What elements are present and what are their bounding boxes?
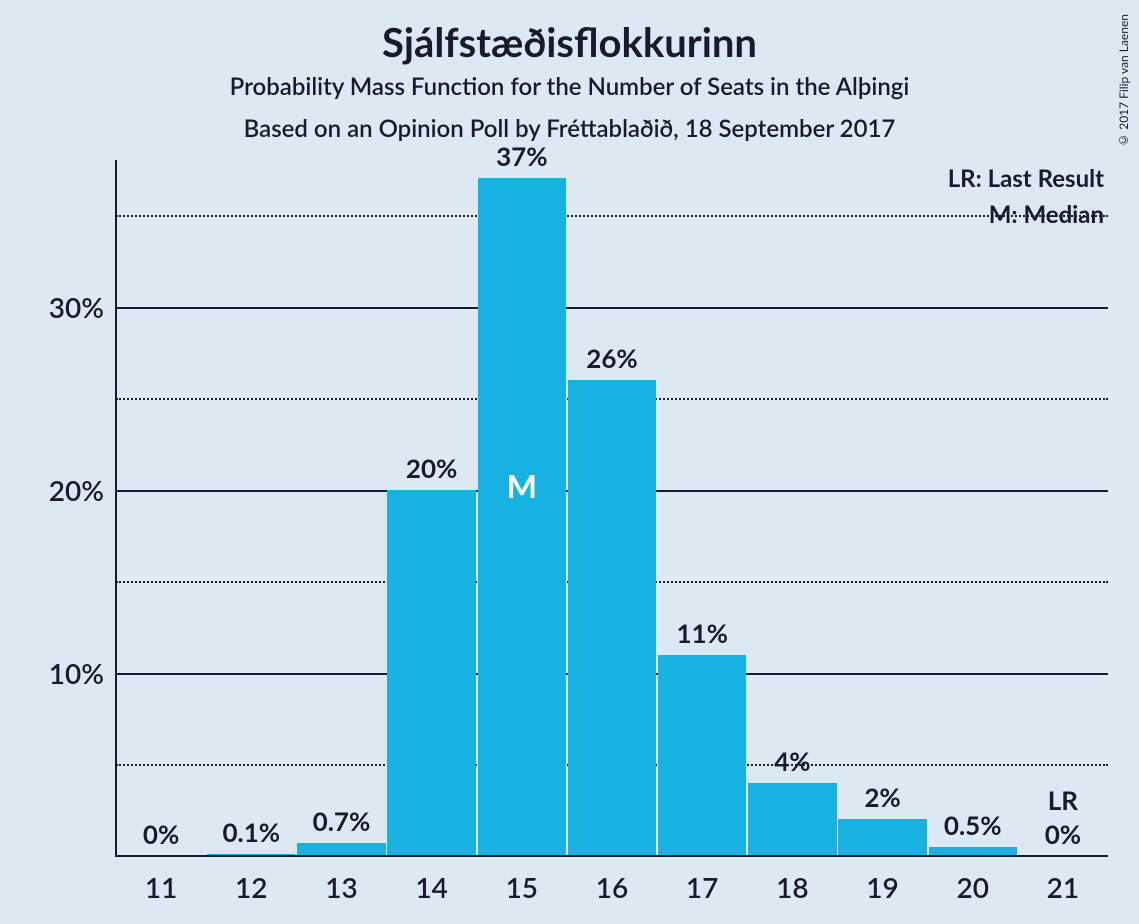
bar-value-label: 0.1% [222,816,280,854]
x-tick-label: 16 [596,856,628,904]
bar-value-label: 4% [774,745,810,783]
median-label: M [507,466,537,505]
chart-container: Sjálfstæðisflokkurinn Probability Mass F… [0,0,1139,924]
x-tick-label: 19 [866,856,898,904]
x-tick-label: 21 [1047,856,1079,904]
legend-line: M: Median [989,200,1104,229]
grid-minor [116,215,1108,217]
copyright-text: © 2017 Filip van Laenen [1116,14,1131,148]
lr-annotation: LR [1048,784,1078,822]
grid-major [116,307,1108,309]
bar-value-label: 37% [496,140,547,178]
x-tick-label: 14 [415,856,447,904]
bar-value-label: 26% [586,342,637,380]
x-tick-label: 11 [145,856,177,904]
x-tick-label: 13 [325,856,357,904]
bar-value-label: 0% [1045,818,1081,856]
bar [748,783,836,856]
bar-value-label: 20% [406,452,457,490]
bar-value-label: 0.7% [313,805,371,843]
x-axis-line [115,855,1108,857]
bar [568,380,656,856]
y-tick-label: 10% [49,656,116,690]
bar-value-label: 11% [676,617,727,655]
bar-value-label: 2% [864,781,900,819]
chart-subtitle-1: Probability Mass Function for the Number… [0,72,1139,101]
x-tick-label: 15 [506,856,538,904]
bar [478,178,566,856]
plot-area: 10%20%30%0%110.1%120.7%1320%1437%1526%16… [116,160,1108,856]
x-tick-label: 20 [956,856,988,904]
bar-value-label: 0% [143,818,179,856]
bar [387,490,475,856]
x-tick-label: 18 [776,856,808,904]
x-tick-label: 12 [235,856,267,904]
chart-subtitle-2: Based on an Opinion Poll by Fréttablaðið… [0,114,1139,143]
bar-value-label: 0.5% [944,809,1002,847]
y-tick-label: 30% [49,290,116,324]
bar [838,819,926,856]
y-axis-line [115,160,117,856]
x-tick-label: 17 [686,856,718,904]
bar [658,655,746,856]
legend-line: LR: Last Result [948,164,1104,193]
chart-title: Sjálfstæðisflokkurinn [0,18,1139,66]
y-tick-label: 20% [49,473,116,507]
